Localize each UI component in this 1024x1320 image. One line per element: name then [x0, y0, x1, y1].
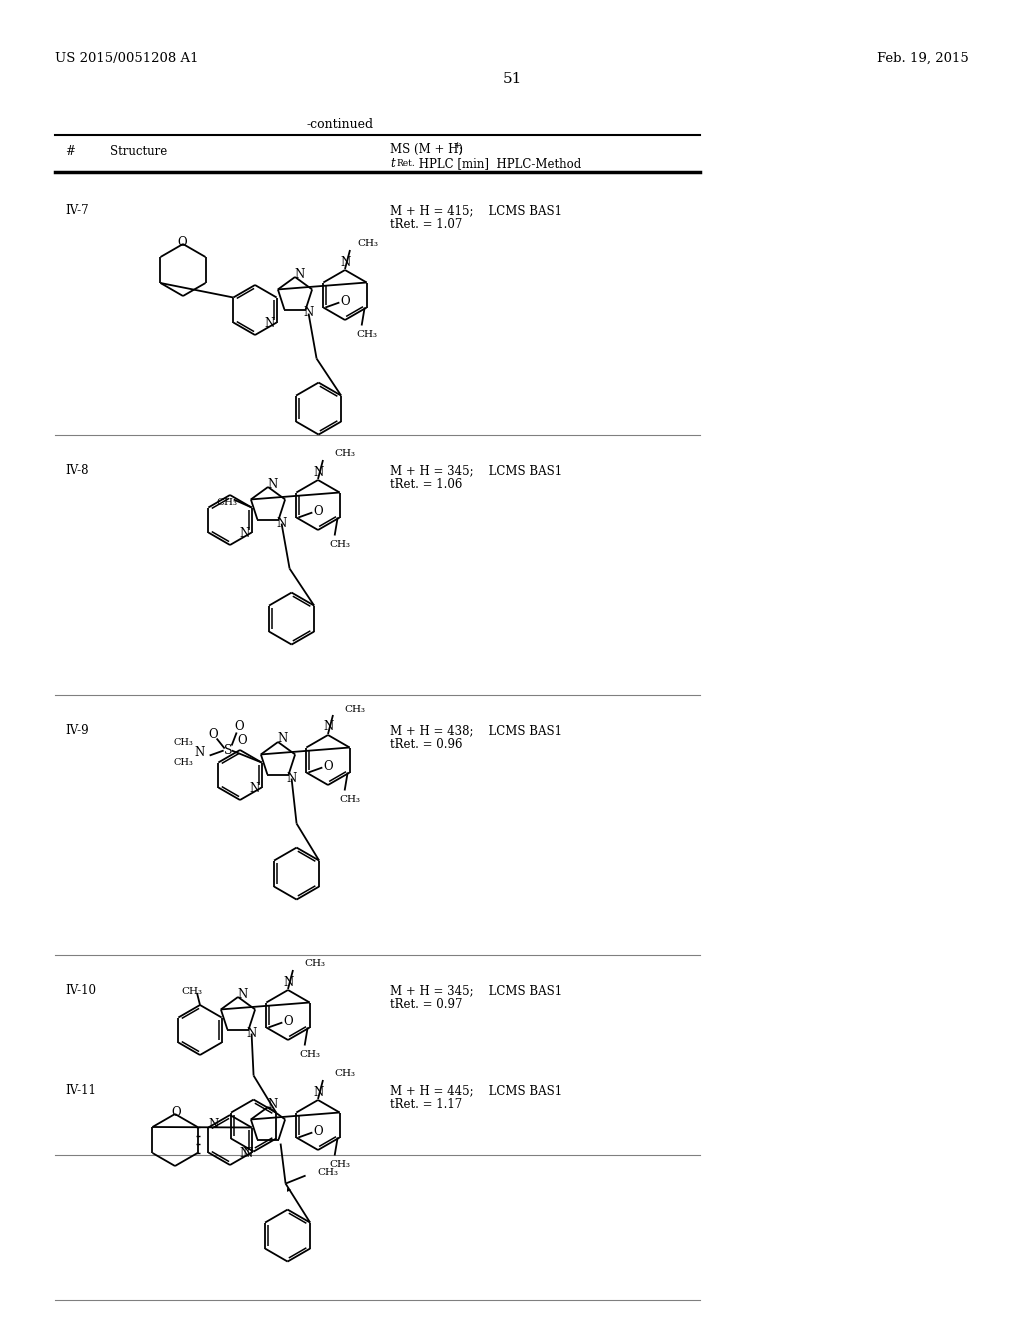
Text: t: t: [390, 157, 394, 170]
Text: IV-11: IV-11: [65, 1084, 96, 1097]
Text: CH₃: CH₃: [334, 450, 355, 458]
Text: CH₃: CH₃: [344, 705, 365, 714]
Text: N: N: [303, 306, 313, 319]
Text: CH₃: CH₃: [174, 738, 194, 747]
Text: N: N: [250, 781, 260, 795]
Text: N: N: [268, 1097, 279, 1110]
Text: O: O: [313, 1125, 324, 1138]
Text: M + H = 445;    LCMS BAS1: M + H = 445; LCMS BAS1: [390, 1084, 562, 1097]
Text: Structure: Structure: [110, 145, 167, 158]
Text: N: N: [295, 268, 305, 281]
Text: N: N: [247, 1027, 257, 1040]
Text: N: N: [341, 256, 351, 268]
Text: 51: 51: [503, 73, 521, 86]
Text: CH₃: CH₃: [340, 795, 360, 804]
Text: -continued: -continued: [306, 117, 374, 131]
Text: tRet. = 1.06: tRet. = 1.06: [390, 478, 463, 491]
Text: N: N: [243, 1147, 253, 1160]
Text: M + H = 345;    LCMS BAS1: M + H = 345; LCMS BAS1: [390, 465, 562, 477]
Text: M + H = 345;    LCMS BAS1: M + H = 345; LCMS BAS1: [390, 983, 562, 997]
Text: N: N: [208, 1118, 218, 1131]
Text: N: N: [314, 466, 325, 479]
Text: O: O: [324, 760, 333, 774]
Text: O: O: [177, 236, 186, 249]
Text: CH₃: CH₃: [334, 1069, 355, 1078]
Text: O: O: [284, 1015, 293, 1028]
Text: tRet. = 0.96: tRet. = 0.96: [390, 738, 463, 751]
Text: IV-8: IV-8: [65, 465, 88, 477]
Text: N: N: [268, 478, 279, 491]
Text: M + H = 415;    LCMS BAS1: M + H = 415; LCMS BAS1: [390, 205, 562, 216]
Text: Ret.: Ret.: [396, 158, 415, 168]
Text: ;: ;: [459, 143, 463, 156]
Text: N: N: [284, 975, 294, 989]
Text: O: O: [238, 734, 247, 747]
Text: N: N: [276, 517, 287, 531]
Text: N: N: [324, 721, 334, 734]
Text: CH₃: CH₃: [300, 1049, 321, 1059]
Text: CH₃: CH₃: [304, 960, 325, 969]
Text: CH₃: CH₃: [181, 986, 203, 995]
Text: S: S: [224, 744, 232, 756]
Text: M + H = 438;    LCMS BAS1: M + H = 438; LCMS BAS1: [390, 723, 562, 737]
Text: IV-7: IV-7: [65, 205, 89, 216]
Text: N: N: [238, 987, 248, 1001]
Text: O: O: [234, 719, 245, 733]
Text: N: N: [240, 527, 250, 540]
Text: tRet. = 0.97: tRet. = 0.97: [390, 998, 463, 1011]
Text: CH₃: CH₃: [357, 239, 378, 248]
Text: MS (M + H): MS (M + H): [390, 143, 463, 156]
Text: tRet. = 1.07: tRet. = 1.07: [390, 218, 463, 231]
Text: N: N: [240, 1147, 250, 1160]
Text: IV-9: IV-9: [65, 723, 89, 737]
Text: tRet. = 1.17: tRet. = 1.17: [390, 1098, 462, 1111]
Text: CH₃: CH₃: [330, 1160, 350, 1170]
Text: #: #: [65, 145, 75, 158]
Text: +: +: [453, 141, 461, 150]
Text: N: N: [264, 317, 274, 330]
Text: N: N: [195, 746, 205, 759]
Text: CH₃: CH₃: [217, 498, 238, 507]
Text: CH₃: CH₃: [317, 1168, 339, 1177]
Text: CH₃: CH₃: [330, 540, 350, 549]
Text: N: N: [278, 733, 288, 746]
Text: N: N: [287, 772, 297, 785]
Text: O: O: [209, 729, 218, 741]
Text: N: N: [314, 1085, 325, 1098]
Text: O: O: [171, 1106, 181, 1119]
Text: IV-10: IV-10: [65, 983, 96, 997]
Text: O: O: [341, 294, 350, 308]
Text: ▸: ▸: [288, 1184, 292, 1193]
Text: CH₃: CH₃: [356, 330, 378, 339]
Text: US 2015/0051208 A1: US 2015/0051208 A1: [55, 51, 199, 65]
Text: Feb. 19, 2015: Feb. 19, 2015: [878, 51, 969, 65]
Text: CH₃: CH₃: [174, 758, 194, 767]
Text: HPLC [min]  HPLC-Method: HPLC [min] HPLC-Method: [415, 157, 582, 170]
Text: O: O: [313, 506, 324, 517]
